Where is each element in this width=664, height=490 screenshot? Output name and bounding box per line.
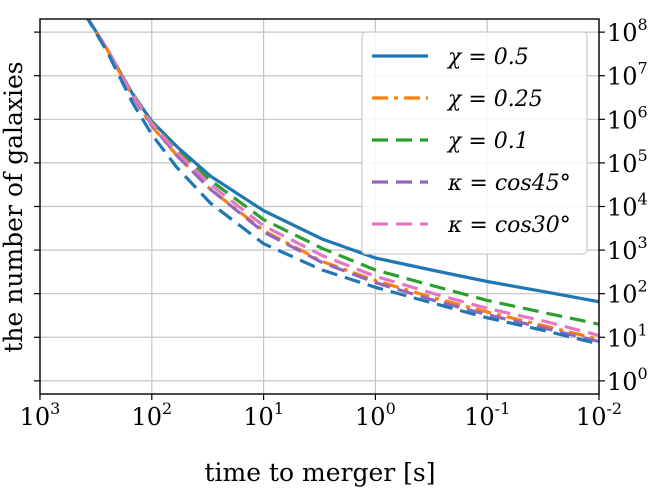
series-line-2 (86, 19, 599, 326)
y-tick-label: 100 (607, 364, 648, 396)
x-tick-label-base: 10 (243, 403, 274, 431)
y-tick-label-exponent: 8 (638, 15, 648, 34)
y-tick-label-base: 10 (607, 368, 638, 396)
x-tick-label-exponent: -1 (495, 399, 511, 418)
x-tick-label-base: 10 (20, 403, 51, 431)
y-tick-label: 106 (607, 102, 648, 134)
y-tick-label: 103 (607, 233, 648, 265)
tick-labels: 103 102 101 100 10-1 10-210010110210310410510… (20, 15, 648, 431)
x-tick-label: 102 (131, 399, 172, 431)
y-tick-label-base: 10 (607, 19, 638, 47)
y-tick-label-exponent: 6 (638, 102, 648, 121)
series-group (86, 19, 599, 346)
legend-label: κ = cos30° (447, 213, 571, 238)
x-tick-label: 101 (243, 399, 284, 431)
x-tick-label-base: 10 (464, 403, 495, 431)
y-tick-label-exponent: 3 (638, 233, 648, 252)
y-tick-label-exponent: 7 (638, 59, 648, 78)
x-tick-label-exponent: 0 (386, 399, 396, 418)
y-tick-label-base: 10 (607, 63, 638, 91)
x-tick-label-base: 10 (131, 403, 162, 431)
legend-label: χ = 0.5 (446, 45, 529, 70)
x-tick-label-exponent: -2 (606, 399, 622, 418)
x-tick-label-exponent: 1 (274, 399, 284, 418)
y-tick-label-base: 10 (607, 106, 638, 134)
y-tick-label: 104 (607, 190, 648, 222)
y-tick-label-base: 10 (607, 194, 638, 222)
y-tick-label-exponent: 1 (638, 320, 648, 339)
legend-label: χ = 0.25 (446, 87, 543, 112)
y-axis-title: the number of galaxies (0, 61, 28, 352)
legend-box (361, 31, 588, 255)
x-tick-label-exponent: 3 (50, 399, 60, 418)
x-tick-label: 100 (355, 399, 396, 431)
series-line-0 (86, 19, 599, 304)
legend-label: χ = 0.1 (446, 129, 529, 154)
x-tick-label: 10-2 (576, 399, 622, 431)
x-tick-label-base: 10 (355, 403, 386, 431)
y-tick-label: 102 (607, 277, 648, 309)
y-tick-label-base: 10 (607, 281, 638, 309)
y-tick-label-exponent: 4 (638, 190, 648, 209)
y-tick-label-exponent: 5 (638, 146, 648, 165)
legend: χ = 0.5 χ = 0.25 χ = 0.1 κ = cos45° κ = cos3… (361, 31, 588, 255)
series-line-1 (86, 19, 599, 341)
y-tick-label: 101 (607, 320, 648, 352)
x-tick-label-exponent: 2 (162, 399, 172, 418)
y-tick-label-base: 10 (607, 237, 638, 265)
y-tick-label-exponent: 0 (638, 364, 648, 383)
x-tick-label-base: 10 (576, 403, 607, 431)
legend-label: κ = cos45° (447, 171, 571, 196)
ticks (34, 31, 605, 400)
series-line-5 (86, 19, 599, 346)
y-tick-label: 107 (607, 59, 648, 91)
y-tick-label-exponent: 2 (638, 277, 648, 296)
y-tick-label-base: 10 (607, 324, 638, 352)
x-axis-title: time to merger [s] (204, 458, 435, 487)
y-tick-label-base: 10 (607, 150, 638, 178)
x-tick-label: 103 (20, 399, 61, 431)
x-tick-label: 10-1 (464, 399, 510, 431)
y-tick-label: 105 (607, 146, 648, 178)
y-tick-label: 108 (607, 15, 648, 47)
